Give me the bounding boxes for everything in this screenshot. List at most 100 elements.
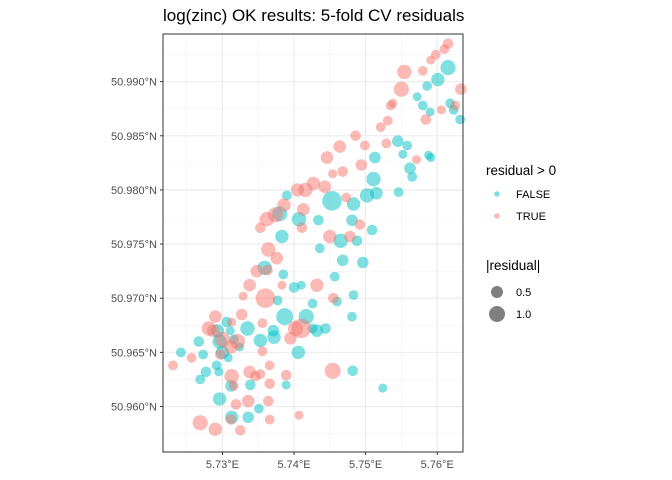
point-false (281, 380, 291, 390)
point-true (277, 280, 287, 290)
point-true (186, 352, 197, 363)
y-tick-label: 50.975°N (111, 239, 157, 251)
point-true (280, 369, 292, 381)
point-false (336, 254, 349, 267)
point-false (392, 135, 404, 147)
point-false (288, 282, 300, 293)
point-true (250, 264, 264, 278)
point-false (322, 191, 342, 211)
point-true (225, 414, 237, 425)
point-true (381, 138, 392, 149)
point-false (267, 330, 281, 344)
grid-major-lines (163, 34, 463, 452)
y-tick-label: 50.980°N (111, 185, 157, 197)
point-true (333, 140, 347, 153)
point-true (264, 378, 276, 390)
point-true (320, 151, 334, 164)
point-false (245, 379, 256, 391)
point-true (241, 394, 255, 408)
color-legend: residual > 0 FALSE TRUE (486, 163, 556, 223)
point-false (275, 229, 289, 244)
point-true (323, 229, 337, 244)
size-legend-label-small: 0.5 (516, 287, 531, 299)
y-tick-label: 50.970°N (111, 293, 157, 305)
point-true (257, 346, 268, 357)
point-false (407, 172, 418, 182)
point-false (254, 403, 264, 414)
point-true (270, 251, 284, 265)
point-true (354, 219, 366, 230)
point-true (450, 100, 460, 111)
point-true (208, 422, 222, 436)
point-false (329, 271, 340, 282)
plot-panel (162, 33, 467, 453)
point-true (385, 100, 396, 111)
point-true (277, 198, 291, 212)
point-false (276, 308, 294, 326)
point-false (455, 114, 465, 125)
point-true (236, 308, 248, 321)
point-true (192, 415, 208, 431)
point-false (440, 60, 456, 76)
point-false (370, 186, 383, 200)
size-legend-title: |residual| (486, 258, 540, 273)
point-true (297, 203, 310, 216)
plot-panel-background (163, 34, 463, 452)
point-true (439, 44, 450, 55)
point-true (206, 324, 220, 338)
point-true (262, 264, 273, 276)
point-false (378, 383, 388, 393)
point-false (253, 333, 268, 348)
point-false (418, 100, 428, 111)
x-tick-label: 5.75°E (349, 459, 382, 471)
point-true (420, 114, 432, 125)
point-false (240, 321, 255, 336)
point-true (224, 369, 239, 384)
legend-key-false (494, 191, 500, 197)
legend-key-true (494, 213, 500, 219)
point-false (346, 197, 361, 211)
x-tick-label: 5.74°E (277, 459, 310, 471)
point-false (214, 367, 224, 377)
point-true (418, 65, 428, 76)
legend-label-false: FALSE (516, 189, 550, 201)
point-true (235, 425, 246, 436)
point-true (230, 399, 242, 410)
point-true (341, 192, 352, 203)
point-true (296, 222, 308, 234)
y-tick-label: 50.965°N (111, 347, 157, 359)
point-true (393, 81, 409, 97)
point-false (347, 365, 359, 377)
point-true (209, 310, 222, 323)
point-false (412, 92, 422, 102)
plot-panel-border (162, 33, 464, 453)
point-true (355, 159, 368, 171)
point-false (314, 243, 325, 254)
point-false (193, 336, 205, 347)
point-true (257, 318, 268, 328)
y-tick-label: 50.985°N (111, 131, 157, 143)
point-true (382, 115, 393, 126)
point-true (350, 130, 361, 142)
point-false (422, 81, 433, 91)
point-true (324, 362, 341, 379)
point-true (328, 169, 338, 179)
size-legend: |residual| 0.5 1.0 (486, 258, 540, 322)
data-points (168, 38, 467, 436)
point-true (455, 83, 467, 95)
point-false (225, 326, 235, 336)
y-axis: 50.960°N 50.965°N 50.970°N 50.975°N 50.980°N… (111, 77, 163, 414)
point-false (424, 150, 434, 160)
point-false (366, 171, 381, 187)
point-true (264, 414, 275, 425)
size-legend-key-large (489, 306, 505, 322)
x-tick-label: 5.76°E (421, 459, 454, 471)
point-true (328, 292, 339, 304)
point-true (267, 207, 283, 223)
point-true (375, 122, 386, 132)
point-true (255, 288, 276, 309)
point-true (229, 381, 239, 391)
point-false (198, 349, 209, 360)
point-true (360, 140, 370, 151)
point-true (437, 105, 446, 115)
